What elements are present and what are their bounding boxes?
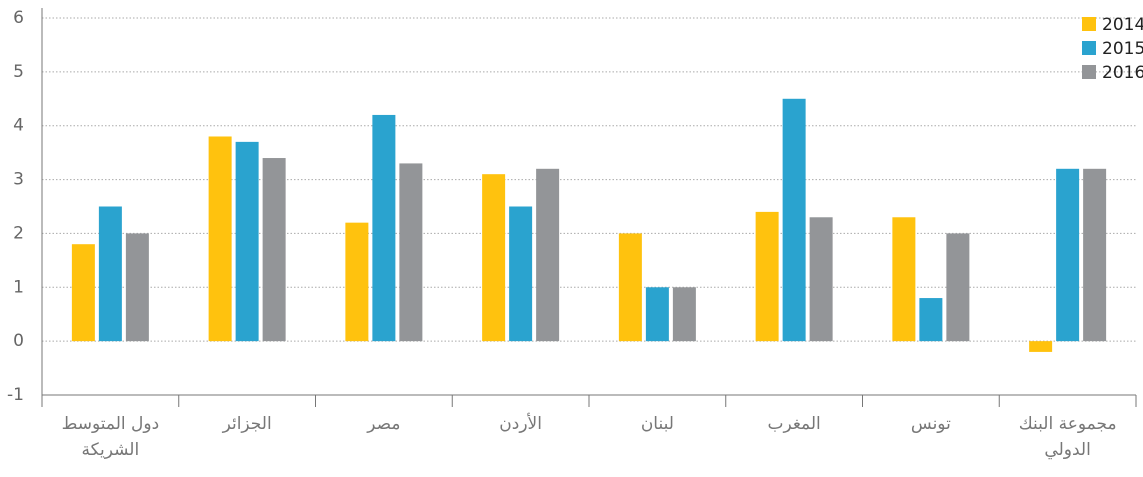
y-tick-label: 5 xyxy=(13,62,24,82)
x-tick-label: دول المتوسط الشريكة xyxy=(61,414,160,460)
bar xyxy=(345,222,369,342)
bar xyxy=(618,233,642,342)
bar xyxy=(1083,168,1107,342)
legend-swatch xyxy=(1082,17,1096,31)
x-tick-label: مجموعة البنك الدولي xyxy=(1018,414,1117,460)
bar xyxy=(125,233,149,342)
bar xyxy=(672,287,696,342)
bar xyxy=(208,136,232,342)
bar xyxy=(946,233,970,342)
bar xyxy=(1029,341,1053,352)
y-tick-label: 6 xyxy=(13,8,24,28)
bar xyxy=(509,206,533,342)
legend-swatch xyxy=(1082,65,1096,79)
bar xyxy=(262,158,286,342)
bar xyxy=(98,206,122,342)
bar xyxy=(536,168,560,342)
y-tick-label: 2 xyxy=(13,223,24,243)
x-tick-label: المغرب xyxy=(767,414,821,434)
y-tick-label: 0 xyxy=(13,331,24,351)
bar xyxy=(482,174,506,342)
bar xyxy=(782,98,806,342)
x-tick-label: الأردن xyxy=(499,414,542,434)
x-tick-label: مصر xyxy=(367,414,401,434)
legend-label: 2015 xyxy=(1102,39,1143,59)
bar xyxy=(235,141,259,342)
y-tick-label: -1 xyxy=(7,385,24,405)
legend-label: 2016 xyxy=(1102,63,1143,83)
x-tick-label: الجزائر xyxy=(222,414,272,434)
bar xyxy=(755,211,779,342)
legend-label: 2014 xyxy=(1102,15,1143,35)
bar xyxy=(1056,168,1080,342)
y-tick-label: 3 xyxy=(13,170,24,190)
bar xyxy=(71,244,95,342)
legend-swatch xyxy=(1082,41,1096,55)
bar xyxy=(645,287,669,342)
bar xyxy=(919,298,943,342)
bar xyxy=(372,114,396,342)
x-tick-label: لبنان xyxy=(640,414,674,434)
x-tick-label: تونس xyxy=(910,414,951,434)
bar xyxy=(892,217,916,342)
y-tick-label: 1 xyxy=(13,277,24,297)
bar xyxy=(399,163,423,342)
bar xyxy=(809,217,833,342)
y-tick-label: 4 xyxy=(13,116,24,136)
